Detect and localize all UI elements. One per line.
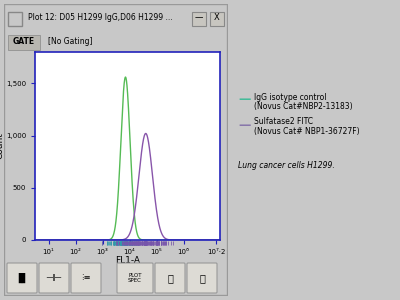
- FancyBboxPatch shape: [117, 263, 153, 293]
- Text: Sulfatase2 FITC: Sulfatase2 FITC: [254, 118, 313, 127]
- Bar: [192, 12, 206, 26]
- Text: (Novus Cat#NBP2-13183): (Novus Cat#NBP2-13183): [254, 103, 353, 112]
- Text: —: —: [195, 14, 203, 22]
- Text: X: X: [214, 14, 220, 22]
- Text: Plot 12: D05 H1299 IgG,D06 H1299 ...: Plot 12: D05 H1299 IgG,D06 H1299 ...: [28, 14, 173, 22]
- Y-axis label: Count: Count: [0, 133, 4, 159]
- Bar: [210, 12, 224, 26]
- Text: ⬜: ⬜: [199, 273, 205, 283]
- Text: 🔍: 🔍: [167, 273, 173, 283]
- Text: (Novus Cat# NBP1-36727F): (Novus Cat# NBP1-36727F): [254, 128, 360, 136]
- X-axis label: FL1-A: FL1-A: [115, 256, 140, 266]
- Text: [No Gating]: [No Gating]: [48, 38, 92, 46]
- FancyBboxPatch shape: [71, 263, 101, 293]
- FancyBboxPatch shape: [187, 263, 217, 293]
- Text: ▐▌: ▐▌: [14, 273, 30, 283]
- Text: ⊣⊢: ⊣⊢: [46, 273, 62, 283]
- Text: —: —: [238, 118, 250, 131]
- Text: PLOT
SPEC: PLOT SPEC: [128, 273, 142, 283]
- Bar: [8, 12, 22, 26]
- FancyBboxPatch shape: [7, 263, 37, 293]
- Text: GATE: GATE: [13, 38, 35, 46]
- FancyBboxPatch shape: [39, 263, 69, 293]
- Text: IgG isotype control: IgG isotype control: [254, 92, 326, 101]
- Text: ⁝≡: ⁝≡: [81, 274, 91, 283]
- Text: Lung cancer cells H1299.: Lung cancer cells H1299.: [238, 160, 335, 169]
- FancyBboxPatch shape: [155, 263, 185, 293]
- Text: —: —: [238, 94, 250, 106]
- Bar: [8, 35, 40, 50]
